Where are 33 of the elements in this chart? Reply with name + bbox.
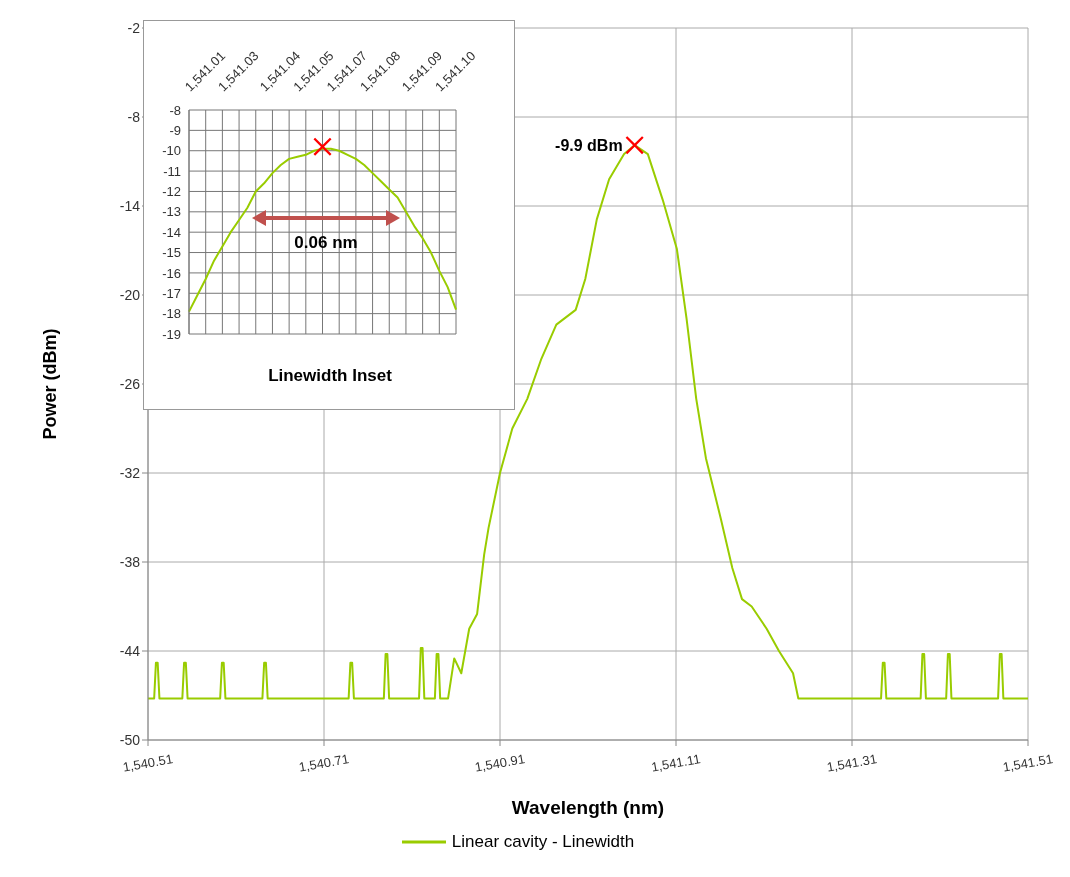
y-tick-label: -12 [162, 184, 181, 200]
y-tick-label: -26 [119, 375, 141, 392]
y-tick-label: -10 [162, 143, 181, 159]
y-tick-label: -17 [162, 285, 181, 301]
y-tick-label: -14 [119, 197, 141, 214]
x-tick-label: 1,540.51 [121, 751, 175, 775]
annotation: -9.9 dBm [555, 136, 623, 154]
x-tick-label: 1,541.51 [1001, 751, 1055, 775]
x-axis-title: Wavelength (nm) [511, 797, 665, 818]
y-tick-label: -38 [119, 553, 141, 570]
x-tick-label: 1,540.71 [297, 751, 351, 775]
y-tick-label: -8 [169, 102, 181, 118]
legend-label: Linear cavity - Linewidth [451, 832, 635, 852]
y-tick-label: -14 [162, 224, 181, 240]
y-tick-label: -8 [127, 108, 141, 125]
y-tick-label: -50 [119, 731, 141, 748]
y-tick-label: -32 [119, 464, 141, 481]
y-tick-label: -44 [119, 642, 141, 659]
y-tick-label: -11 [163, 163, 181, 179]
text: Linewidth Inset [267, 366, 393, 386]
y-tick-label: -13 [162, 204, 181, 220]
y-tick-label: -20 [119, 286, 141, 303]
y-tick-label: -19 [162, 326, 181, 342]
y-tick-label: -9 [169, 122, 181, 138]
y-tick-label: -2 [127, 19, 141, 36]
y-tick-label: -18 [162, 306, 181, 322]
annotation: 0.06 nm [293, 233, 359, 253]
x-tick-label: 1,540.91 [473, 751, 527, 775]
y-tick-label: -15 [162, 245, 181, 261]
y-tick-label: -16 [162, 265, 181, 281]
y-axis-title: Power (dBm) [40, 328, 61, 440]
x-tick-label: 1,541.31 [825, 751, 879, 775]
x-tick-label: 1,541.11 [650, 751, 702, 775]
